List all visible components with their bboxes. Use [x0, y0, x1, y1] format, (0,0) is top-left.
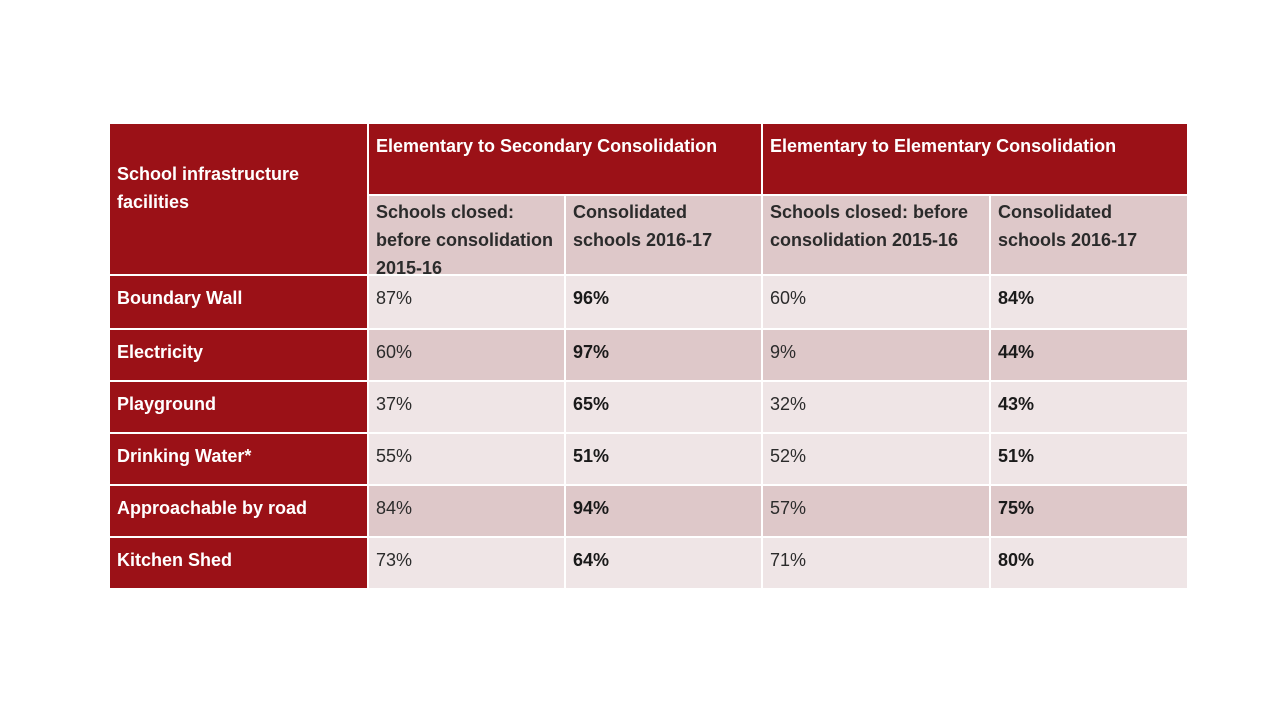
row-label-boundary-wall: Boundary Wall	[110, 276, 367, 328]
table-cell: 80%	[991, 538, 1187, 588]
table-cell: 55%	[369, 434, 564, 484]
table-cell: 51%	[566, 434, 761, 484]
table-cell: 52%	[763, 434, 989, 484]
row-label-drinking-water: Drinking Water*	[110, 434, 367, 484]
table-cell: 44%	[991, 330, 1187, 380]
table-cell: 84%	[991, 276, 1187, 328]
table-cell: 96%	[566, 276, 761, 328]
table-cell: 65%	[566, 382, 761, 432]
subheader-closed-before-elementary: Schools closed: before consolidation 201…	[763, 196, 989, 274]
table-cell: 87%	[369, 276, 564, 328]
table-cell: 60%	[763, 276, 989, 328]
table-cell: 73%	[369, 538, 564, 588]
infrastructure-table: School infrastructure facilities Element…	[110, 124, 1187, 588]
row-label-playground: Playground	[110, 382, 367, 432]
table-cell: 9%	[763, 330, 989, 380]
table-cell: 32%	[763, 382, 989, 432]
table-cell: 37%	[369, 382, 564, 432]
table-cell: 94%	[566, 486, 761, 536]
subheader-closed-before-secondary: Schools closed: before consolidation 201…	[369, 196, 564, 274]
table-cell: 75%	[991, 486, 1187, 536]
table-cell: 71%	[763, 538, 989, 588]
corner-header: School infrastructure facilities	[110, 124, 367, 274]
table-cell: 64%	[566, 538, 761, 588]
table-cell: 43%	[991, 382, 1187, 432]
table-cell: 84%	[369, 486, 564, 536]
row-label-kitchen-shed: Kitchen Shed	[110, 538, 367, 588]
table-cell: 51%	[991, 434, 1187, 484]
group-header-elementary-to-elementary: Elementary to Elementary Consolidation	[763, 124, 1187, 194]
table-cell: 57%	[763, 486, 989, 536]
subheader-consolidated-elementary: Consolidated schools 2016-17	[991, 196, 1187, 274]
table-cell: 60%	[369, 330, 564, 380]
table-cell: 97%	[566, 330, 761, 380]
row-label-approachable-by-road: Approachable by road	[110, 486, 367, 536]
subheader-consolidated-secondary: Consolidated schools 2016-17	[566, 196, 761, 274]
group-header-elementary-to-secondary: Elementary to Secondary Consolidation	[369, 124, 761, 194]
row-label-electricity: Electricity	[110, 330, 367, 380]
